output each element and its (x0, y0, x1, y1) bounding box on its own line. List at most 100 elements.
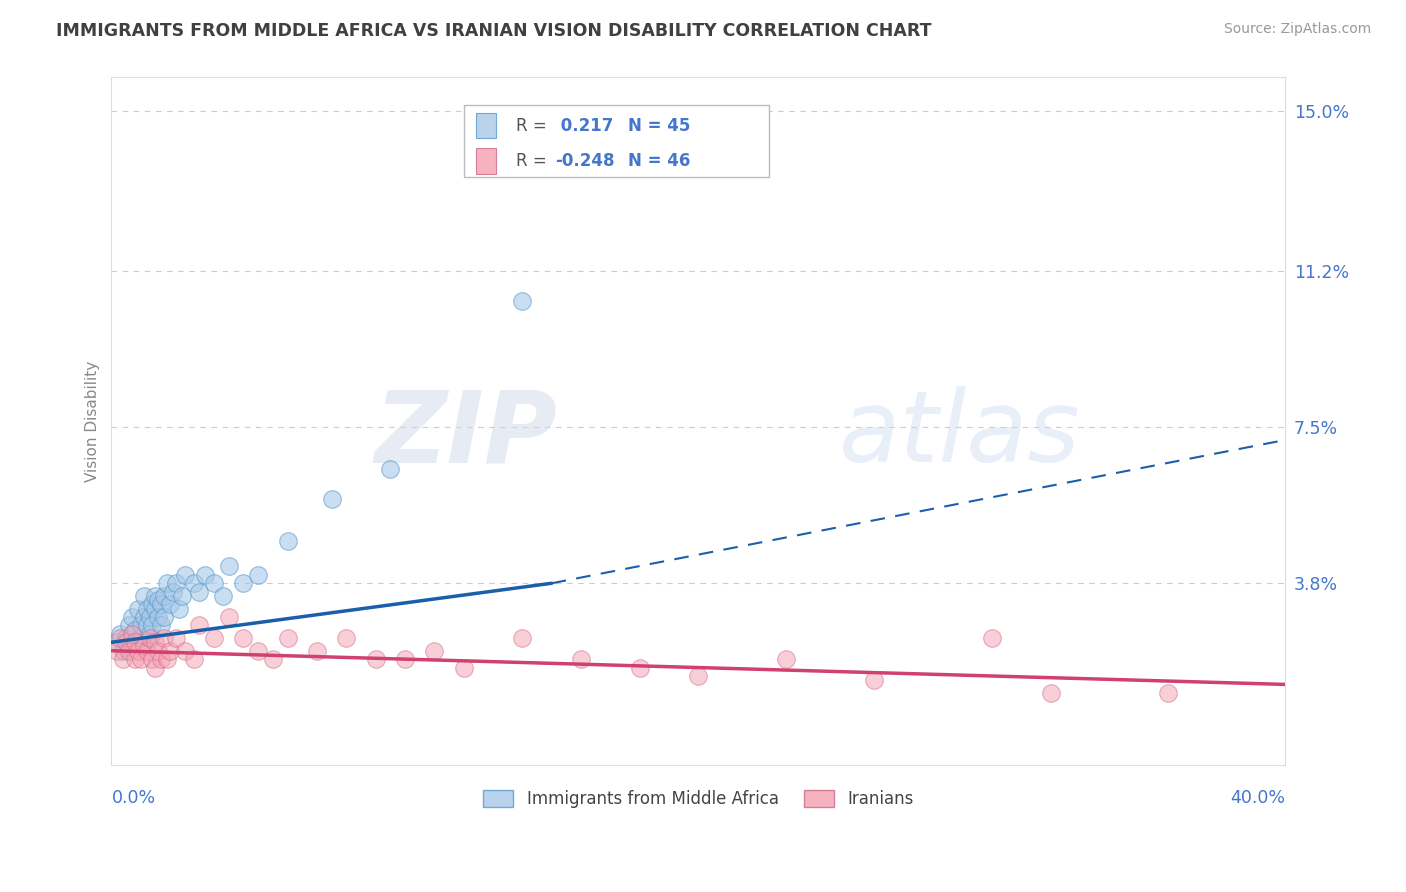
Point (129, 618, 152, 632)
Point (132, 589, 155, 603)
Point (138, 627, 160, 641)
Point (1039, 686, 1062, 700)
Y-axis label: Vision Disability: Vision Disability (86, 360, 100, 482)
Point (510, 631, 533, 645)
Point (364, 652, 387, 666)
Point (510, 293, 533, 308)
Point (124, 635, 146, 649)
Point (148, 610, 170, 624)
Text: IMMIGRANTS FROM MIDDLE AFRICA VS IRANIAN VISION DISABILITY CORRELATION CHART: IMMIGRANTS FROM MIDDLE AFRICA VS IRANIAN… (56, 22, 932, 40)
Point (183, 652, 205, 666)
Point (115, 635, 138, 649)
Point (212, 589, 235, 603)
Text: Source: ZipAtlas.com: Source: ZipAtlas.com (1223, 22, 1371, 37)
Point (110, 631, 132, 645)
Text: -0.248: -0.248 (555, 153, 614, 170)
Point (153, 610, 176, 624)
Text: 40.0%: 40.0% (1230, 789, 1285, 807)
Point (124, 652, 146, 666)
Point (218, 559, 240, 574)
Point (165, 631, 187, 645)
Text: N = 45: N = 45 (628, 117, 690, 135)
Point (453, 660, 475, 674)
Point (202, 576, 225, 591)
Point (394, 652, 416, 666)
Point (162, 584, 184, 599)
Point (141, 598, 163, 612)
Point (183, 576, 205, 591)
Point (980, 631, 1002, 645)
Point (202, 631, 225, 645)
Point (118, 618, 141, 632)
Point (115, 631, 138, 645)
Point (121, 627, 143, 641)
Point (218, 610, 240, 624)
Point (145, 660, 167, 674)
Point (159, 643, 181, 657)
Text: atlas: atlas (839, 386, 1081, 483)
Point (112, 652, 135, 666)
Point (105, 635, 128, 649)
Point (688, 669, 710, 683)
Point (305, 643, 328, 657)
Point (145, 635, 167, 649)
Point (135, 601, 157, 615)
Point (110, 627, 132, 641)
Point (105, 643, 128, 657)
Point (150, 598, 173, 612)
Text: R =: R = (516, 117, 547, 135)
Text: N = 46: N = 46 (628, 153, 690, 170)
Point (247, 643, 270, 657)
Point (127, 601, 149, 615)
Point (232, 576, 254, 591)
Point (127, 643, 149, 657)
Point (423, 643, 446, 657)
Point (112, 643, 135, 657)
Point (321, 491, 343, 506)
Point (150, 652, 173, 666)
Point (148, 593, 170, 607)
Point (150, 618, 173, 632)
Point (153, 631, 176, 645)
Text: 0.217: 0.217 (555, 117, 613, 135)
Point (132, 640, 155, 654)
Point (129, 652, 152, 666)
Point (628, 660, 651, 674)
Text: R =: R = (516, 153, 547, 170)
Point (148, 643, 170, 657)
Point (173, 643, 195, 657)
Point (156, 576, 179, 591)
Point (121, 610, 143, 624)
Text: 0.0%: 0.0% (111, 789, 156, 807)
Point (159, 598, 181, 612)
Point (132, 610, 155, 624)
Point (775, 652, 797, 666)
Point (194, 567, 217, 582)
Point (138, 610, 160, 624)
FancyBboxPatch shape (464, 105, 769, 178)
Point (141, 652, 163, 666)
Point (188, 618, 211, 632)
Point (145, 589, 167, 603)
Point (129, 631, 152, 645)
Point (170, 589, 193, 603)
Point (262, 652, 284, 666)
Point (569, 652, 592, 666)
Point (153, 589, 176, 603)
Legend: Immigrants from Middle Africa, Iranians: Immigrants from Middle Africa, Iranians (477, 783, 920, 814)
Point (247, 567, 270, 582)
Point (188, 584, 211, 599)
Point (276, 631, 298, 645)
Point (138, 631, 160, 645)
Point (167, 601, 190, 615)
Text: ZIP: ZIP (374, 386, 558, 483)
Point (135, 643, 157, 657)
Point (380, 462, 402, 476)
Point (124, 623, 146, 637)
Point (335, 631, 357, 645)
Point (145, 601, 167, 615)
Point (135, 618, 157, 632)
Point (165, 576, 187, 591)
Point (156, 652, 179, 666)
Point (232, 631, 254, 645)
